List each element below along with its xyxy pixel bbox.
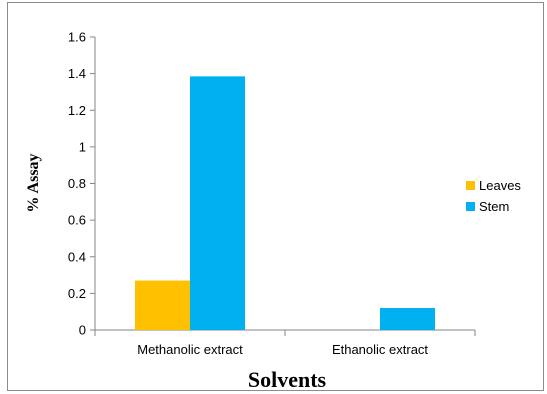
bar-stem-2 bbox=[380, 308, 435, 330]
y-tick-label: 1 bbox=[79, 139, 86, 154]
y-tick-label: 0 bbox=[79, 323, 86, 338]
y-axis-title: % Assay bbox=[25, 153, 42, 212]
y-tick-label: 0.2 bbox=[68, 286, 86, 301]
y-tick-label: 1.4 bbox=[68, 66, 86, 81]
x-axis: Methanolic extract Ethanolic extract bbox=[94, 329, 476, 357]
y-tick-label: 0.8 bbox=[68, 176, 86, 191]
legend-swatch-leaves bbox=[466, 181, 475, 190]
legend-label-leaves: Leaves bbox=[479, 178, 521, 193]
y-axis: 0 0.2 0.4 0.6 0.8 1 1.2 1.4 1.6 bbox=[68, 30, 96, 338]
x-category-label: Ethanolic extract bbox=[332, 342, 428, 357]
legend-swatch-stem bbox=[466, 202, 475, 211]
bar-leaves-1 bbox=[135, 280, 190, 330]
legend-label-stem: Stem bbox=[479, 199, 509, 214]
x-axis-title: Solvents bbox=[248, 367, 327, 392]
y-tick-label: 1.2 bbox=[68, 103, 86, 118]
y-tick-label: 1.6 bbox=[68, 30, 86, 45]
x-category-label: Methanolic extract bbox=[137, 342, 243, 357]
chart-frame bbox=[7, 2, 544, 391]
bars bbox=[135, 76, 435, 330]
y-tick-label: 0.6 bbox=[68, 213, 86, 228]
bar-stem-1 bbox=[190, 76, 245, 330]
legend: Leaves Stem bbox=[466, 178, 521, 214]
y-tick-label: 0.4 bbox=[68, 249, 86, 264]
